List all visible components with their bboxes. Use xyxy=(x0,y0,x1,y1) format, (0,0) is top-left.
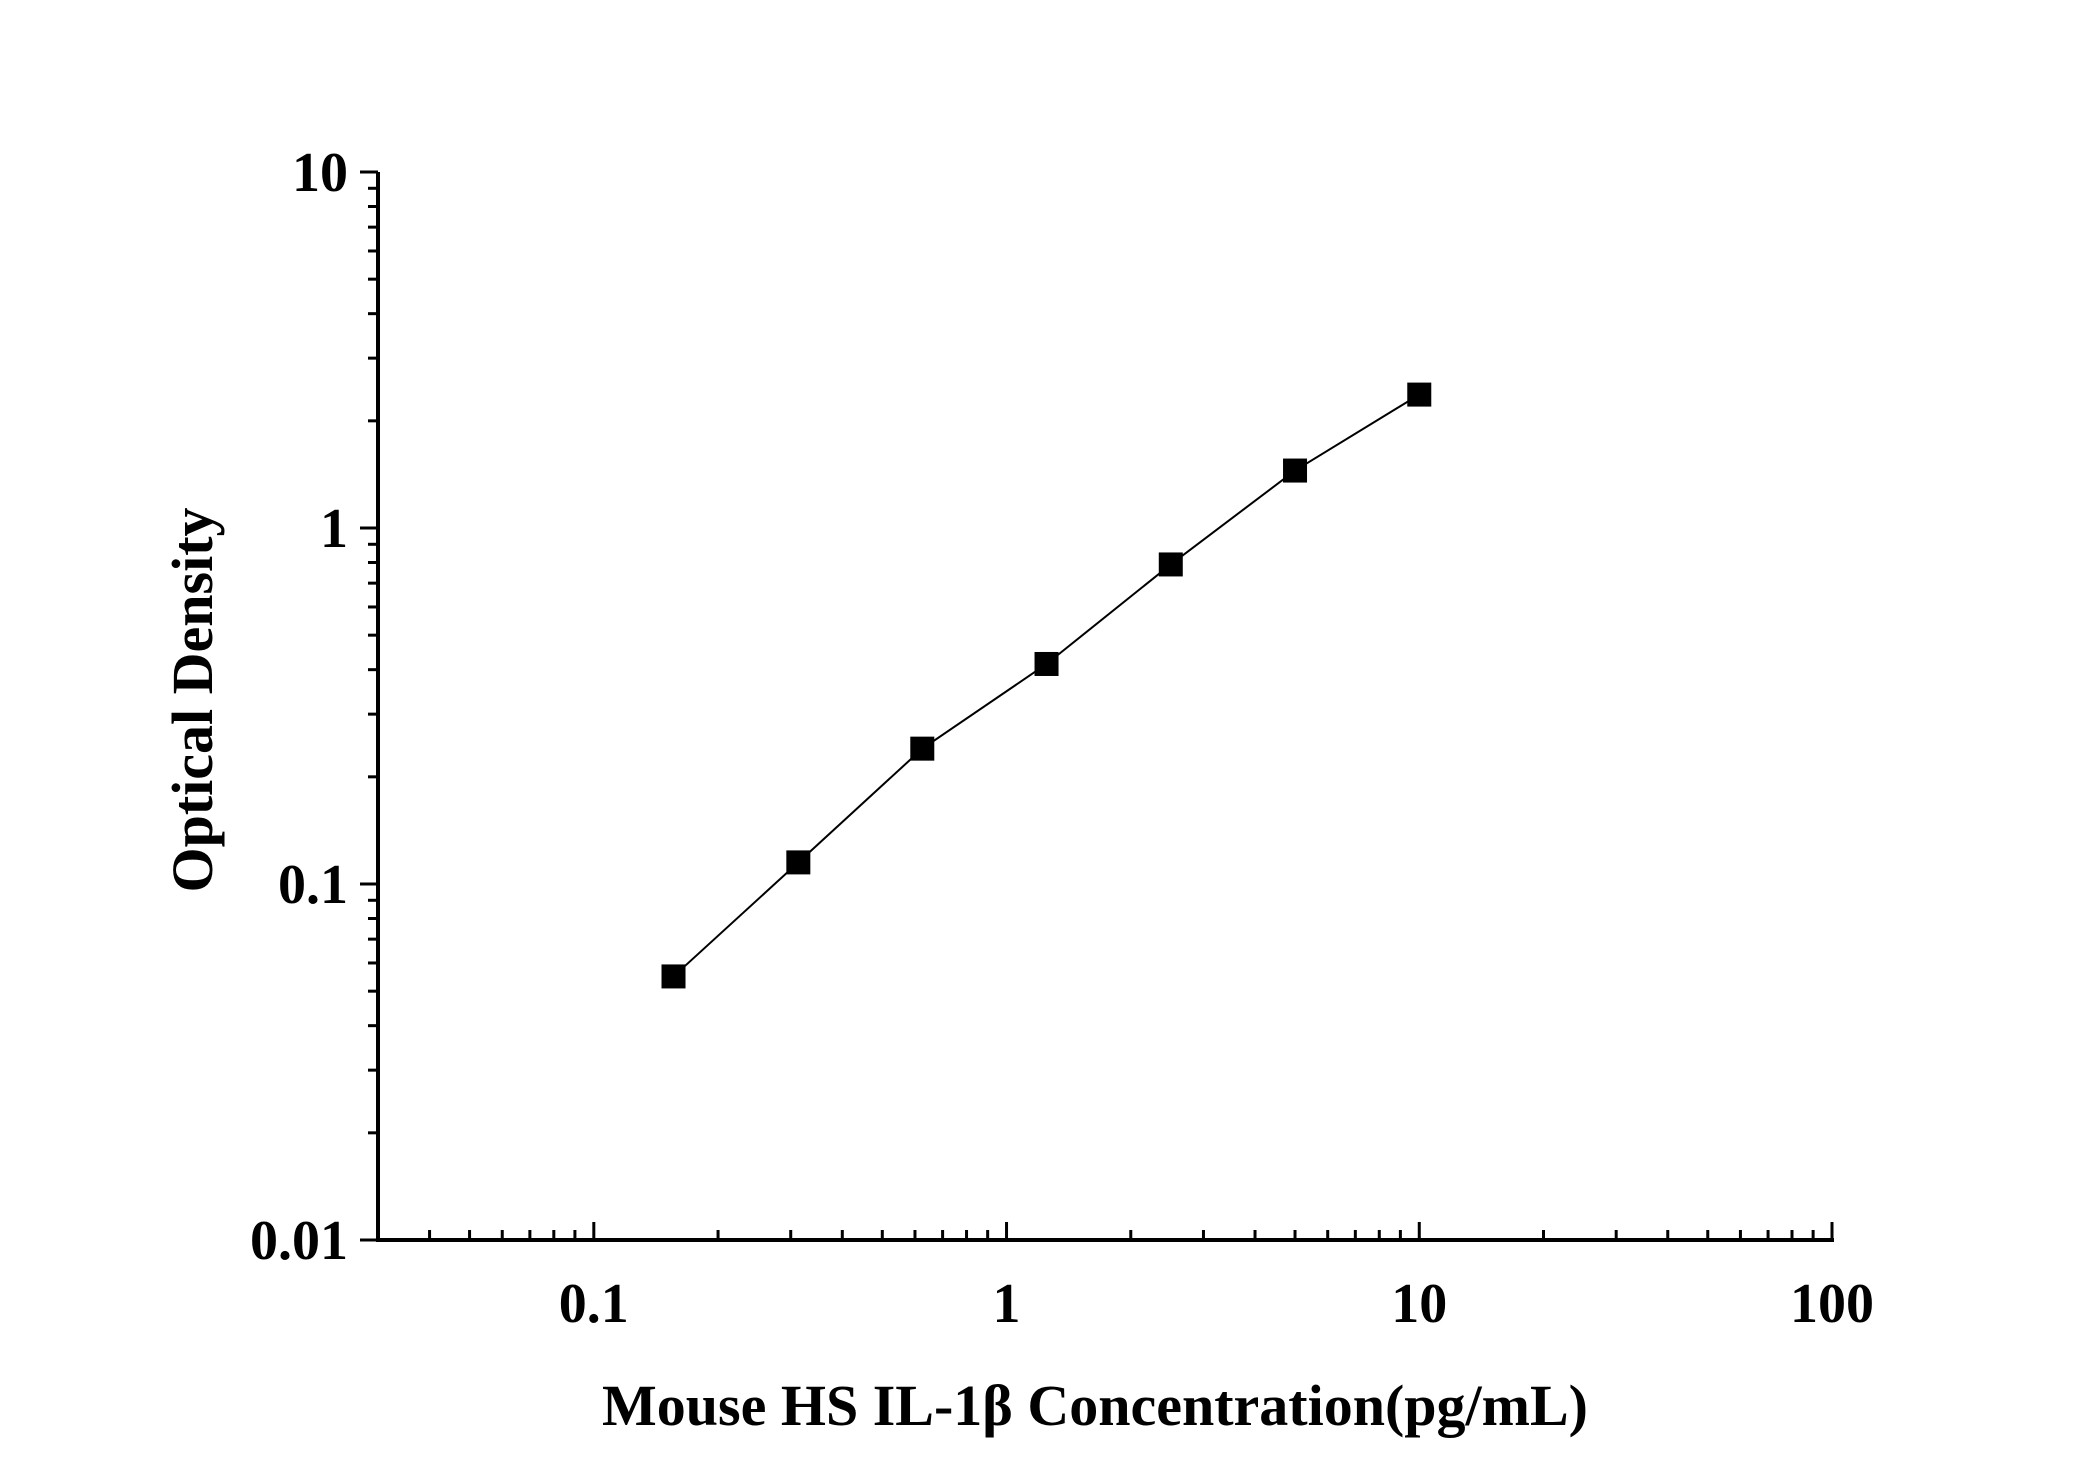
data-point xyxy=(910,736,935,761)
data-point xyxy=(1034,651,1059,676)
series-points xyxy=(661,382,1432,989)
data-point xyxy=(1158,552,1183,577)
y-tick-label: 10 xyxy=(292,142,348,204)
y-tick-label: 1 xyxy=(320,498,348,560)
y-axis-title: Optical Density xyxy=(160,507,225,892)
x-tick-label: 1 xyxy=(993,1273,1021,1335)
ticks xyxy=(360,170,1834,1242)
data-point xyxy=(786,850,811,875)
y-tick-label: 0.01 xyxy=(250,1210,348,1272)
axes xyxy=(376,172,1834,1242)
y-tick-label: 0.1 xyxy=(278,854,348,916)
data-point xyxy=(1283,458,1308,483)
x-tick-label: 10 xyxy=(1391,1273,1447,1335)
data-point xyxy=(1407,382,1432,407)
tick-labels: 0.1 1 10 100 0.01 0.1 1 10 xyxy=(250,142,1874,1335)
data-point xyxy=(661,964,686,989)
series-line xyxy=(672,393,1420,978)
x-axis-title: Mouse HS IL-1β Concentration(pg/mL) xyxy=(602,1373,1588,1438)
x-tick-label: 100 xyxy=(1790,1273,1874,1335)
x-tick-label: 0.1 xyxy=(559,1273,629,1335)
series-lines xyxy=(672,393,1420,978)
